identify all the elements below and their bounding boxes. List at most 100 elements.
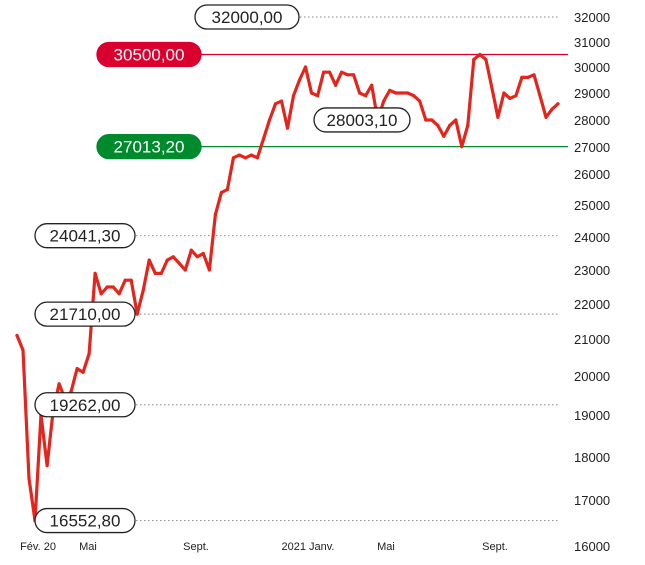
data-point-50 bbox=[316, 94, 320, 98]
level-label-text: 16552,80 bbox=[50, 512, 121, 531]
level-label-5: 21710,00 bbox=[34, 301, 136, 327]
data-point-69 bbox=[430, 118, 434, 122]
data-point-82 bbox=[508, 96, 512, 100]
data-point-85 bbox=[526, 75, 530, 79]
data-point-78 bbox=[484, 57, 488, 62]
data-point-31 bbox=[201, 251, 205, 256]
level-label-pill bbox=[313, 107, 411, 133]
series-line-0 bbox=[15, 52, 560, 523]
data-point-26 bbox=[171, 255, 175, 259]
data-point-58 bbox=[364, 94, 368, 98]
data-point-32 bbox=[207, 268, 211, 272]
data-point-11 bbox=[81, 370, 85, 374]
data-point-41 bbox=[261, 137, 266, 141]
data-point-87 bbox=[538, 94, 542, 98]
data-point-39 bbox=[249, 153, 253, 157]
data-point-19 bbox=[129, 278, 133, 282]
level-label-6: 19262,00 bbox=[34, 392, 136, 418]
data-point-80 bbox=[496, 115, 500, 119]
data-point-90 bbox=[556, 102, 560, 106]
y-tick-label-5: 27000 bbox=[574, 140, 610, 155]
data-point-27 bbox=[177, 261, 181, 265]
data-point-21 bbox=[141, 288, 145, 292]
data-point-71 bbox=[442, 134, 446, 138]
data-point-14 bbox=[99, 292, 103, 296]
y-tick-label-7: 25000 bbox=[574, 198, 610, 213]
x-tick-label-5: Sept. bbox=[482, 541, 508, 553]
level-label-text: 32000,00 bbox=[212, 8, 283, 27]
data-point-51 bbox=[322, 70, 326, 74]
y-axis: 32000 31000 30000 29000 28000 27000 26000 25000… bbox=[574, 10, 610, 554]
y-tick-label-16: 16000 bbox=[574, 539, 610, 554]
y-tick-label-12: 20000 bbox=[574, 369, 610, 384]
data-point-61 bbox=[382, 99, 386, 103]
data-point-35 bbox=[225, 187, 229, 192]
data-point-13 bbox=[93, 271, 97, 275]
data-point-1 bbox=[21, 348, 25, 352]
x-tick-label-3: 2021 Janv. bbox=[281, 541, 334, 553]
data-point-53 bbox=[334, 83, 338, 87]
data-point-72 bbox=[448, 123, 452, 127]
data-point-48 bbox=[303, 65, 308, 69]
level-label-text: 19262,00 bbox=[50, 396, 121, 415]
y-tick-label-13: 19000 bbox=[574, 408, 610, 423]
data-point-67 bbox=[418, 99, 422, 103]
data-point-84 bbox=[520, 75, 524, 79]
x-tick-label-1: Mai bbox=[79, 541, 97, 553]
data-point-36 bbox=[231, 156, 235, 160]
data-point-43 bbox=[273, 102, 278, 106]
y-tick-label-3: 29000 bbox=[574, 86, 610, 101]
data-point-65 bbox=[406, 91, 410, 95]
data-point-7 bbox=[57, 382, 61, 386]
data-point-66 bbox=[412, 94, 416, 98]
level-label-7: 16552,80 bbox=[34, 507, 136, 534]
data-point-46 bbox=[291, 94, 296, 98]
y-tick-label-6: 26000 bbox=[574, 167, 610, 182]
series-layer bbox=[15, 52, 560, 523]
data-point-86 bbox=[532, 73, 536, 77]
data-point-30 bbox=[195, 255, 199, 259]
data-point-88 bbox=[544, 115, 548, 119]
level-label-pill bbox=[96, 133, 202, 160]
data-point-37 bbox=[237, 153, 241, 157]
grid-layer bbox=[136, 16, 558, 522]
y-tick-label-0: 32000 bbox=[574, 10, 610, 25]
data-point-40 bbox=[255, 156, 259, 160]
x-tick-label-4: Mai bbox=[377, 541, 395, 553]
data-point-29 bbox=[189, 248, 193, 252]
data-point-52 bbox=[328, 70, 332, 74]
level-label-text: 28003,10 bbox=[327, 111, 398, 130]
x-tick-label-0: Fév. 20 bbox=[20, 541, 56, 553]
level-label-text: 21710,00 bbox=[50, 305, 121, 324]
data-point-54 bbox=[340, 70, 344, 74]
data-point-73 bbox=[454, 118, 458, 122]
data-point-63 bbox=[394, 91, 398, 95]
level-label-pill bbox=[34, 301, 136, 327]
level-label-text: 30500,00 bbox=[114, 46, 185, 65]
y-tick-label-4: 28000 bbox=[574, 113, 610, 128]
y-tick-label-11: 21000 bbox=[574, 332, 610, 347]
data-point-55 bbox=[346, 73, 350, 77]
data-point-34 bbox=[219, 191, 223, 195]
data-point-24 bbox=[159, 271, 163, 275]
data-point-2 bbox=[27, 476, 31, 481]
data-point-56 bbox=[352, 73, 356, 77]
data-point-81 bbox=[502, 91, 506, 95]
data-point-10 bbox=[75, 367, 79, 371]
data-point-42 bbox=[267, 118, 272, 122]
level-label-text: 27013,20 bbox=[114, 138, 185, 157]
level-label-0: 32000,00 bbox=[194, 4, 300, 30]
y-tick-label-8: 24000 bbox=[574, 230, 610, 245]
data-point-18 bbox=[123, 278, 127, 282]
data-point-33 bbox=[213, 213, 217, 217]
data-point-62 bbox=[388, 88, 392, 92]
data-point-57 bbox=[358, 91, 362, 95]
data-point-77 bbox=[478, 52, 482, 57]
data-point-47 bbox=[297, 78, 302, 82]
level-label-pill bbox=[34, 507, 136, 534]
data-point-16 bbox=[111, 285, 115, 289]
level-label-4: 24041,30 bbox=[34, 223, 136, 249]
level-label-pill bbox=[194, 4, 300, 30]
